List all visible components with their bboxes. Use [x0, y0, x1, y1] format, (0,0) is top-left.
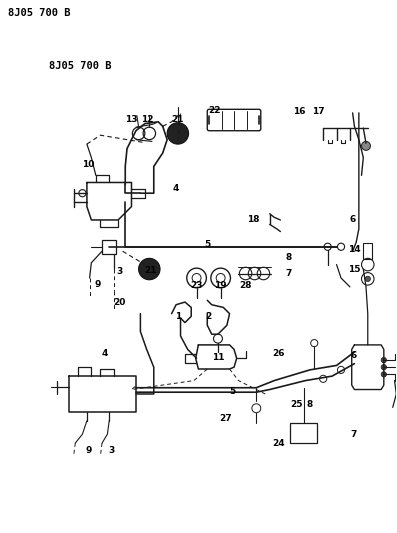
- Text: 8: 8: [285, 253, 291, 262]
- Text: 28: 28: [239, 280, 252, 289]
- Text: 1: 1: [175, 312, 181, 321]
- Text: 11: 11: [212, 353, 224, 362]
- Text: 25: 25: [290, 400, 303, 409]
- Text: 8: 8: [307, 400, 313, 409]
- Text: 9: 9: [94, 280, 101, 289]
- Text: 6: 6: [351, 351, 357, 360]
- Text: 27: 27: [219, 414, 231, 423]
- Text: 13: 13: [125, 115, 138, 124]
- Text: 18: 18: [247, 215, 260, 223]
- Text: 3: 3: [116, 267, 122, 276]
- Circle shape: [381, 358, 387, 363]
- Text: 5: 5: [204, 240, 210, 249]
- Text: 17: 17: [312, 108, 325, 117]
- Text: 20: 20: [113, 297, 125, 306]
- Text: 10: 10: [83, 160, 95, 169]
- Text: 3: 3: [109, 446, 115, 455]
- Circle shape: [381, 372, 387, 377]
- Text: 19: 19: [214, 280, 227, 289]
- Text: 12: 12: [141, 115, 154, 124]
- Circle shape: [167, 123, 189, 144]
- Bar: [102, 240, 116, 254]
- Circle shape: [139, 259, 160, 280]
- Bar: [290, 423, 317, 443]
- Text: 8J05 700 B: 8J05 700 B: [50, 61, 112, 71]
- Text: 4: 4: [102, 349, 108, 358]
- Text: 4: 4: [173, 184, 179, 193]
- Circle shape: [365, 276, 370, 281]
- Text: 6: 6: [349, 215, 356, 223]
- Text: 16: 16: [293, 108, 305, 117]
- Text: 22: 22: [208, 106, 221, 115]
- Text: 15: 15: [348, 264, 360, 273]
- Text: 26: 26: [272, 349, 285, 358]
- Text: 21: 21: [144, 266, 156, 276]
- Text: 14: 14: [348, 245, 361, 254]
- Text: 24: 24: [272, 439, 285, 448]
- Text: 2: 2: [205, 312, 211, 321]
- Text: 7: 7: [285, 269, 292, 278]
- Text: 23: 23: [190, 280, 203, 289]
- Circle shape: [362, 141, 370, 150]
- Circle shape: [381, 365, 387, 370]
- Text: 7: 7: [350, 430, 357, 439]
- Bar: [363, 243, 372, 259]
- Text: 9: 9: [85, 446, 92, 455]
- Text: 8J05 700 B: 8J05 700 B: [8, 8, 71, 18]
- Text: 5: 5: [229, 387, 235, 396]
- Text: 21: 21: [172, 115, 184, 124]
